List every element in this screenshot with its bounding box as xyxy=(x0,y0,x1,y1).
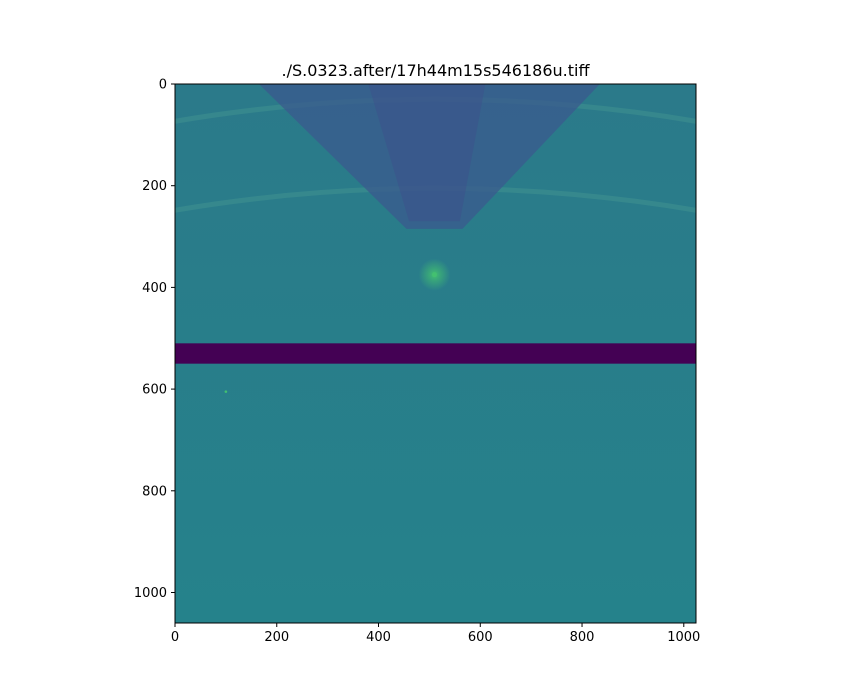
y-axis: 0 200 400 600 800 1000 xyxy=(134,78,175,601)
beam-spot xyxy=(431,272,437,278)
x-tick-label-0: 0 xyxy=(171,630,179,645)
x-tick-label-1000: 1000 xyxy=(667,630,700,645)
beamstop-shadow-core xyxy=(368,84,486,222)
y-tick-label-0: 0 xyxy=(159,78,167,93)
y-tick-label-600: 600 xyxy=(142,383,167,398)
y-tick-label-400: 400 xyxy=(142,281,167,296)
x-tick-label-600: 600 xyxy=(468,630,493,645)
chart-title: ./S.0323.after/17h44m15s546186u.tiff xyxy=(282,61,591,80)
y-tick-label-1000: 1000 xyxy=(134,586,167,601)
x-tick-label-400: 400 xyxy=(366,630,391,645)
plot-frame xyxy=(174,83,697,624)
y-tick-label-800: 800 xyxy=(142,484,167,499)
hot-pixel xyxy=(224,390,228,393)
x-axis: 0 200 400 600 800 1000 xyxy=(171,623,700,645)
y-tick-label-200: 200 xyxy=(142,179,167,194)
plot-area xyxy=(175,84,696,623)
beamstop-shadow xyxy=(258,84,600,229)
x-tick-label-200: 200 xyxy=(264,630,289,645)
masked-detector-gap xyxy=(175,343,696,364)
x-tick-label-800: 800 xyxy=(570,630,595,645)
